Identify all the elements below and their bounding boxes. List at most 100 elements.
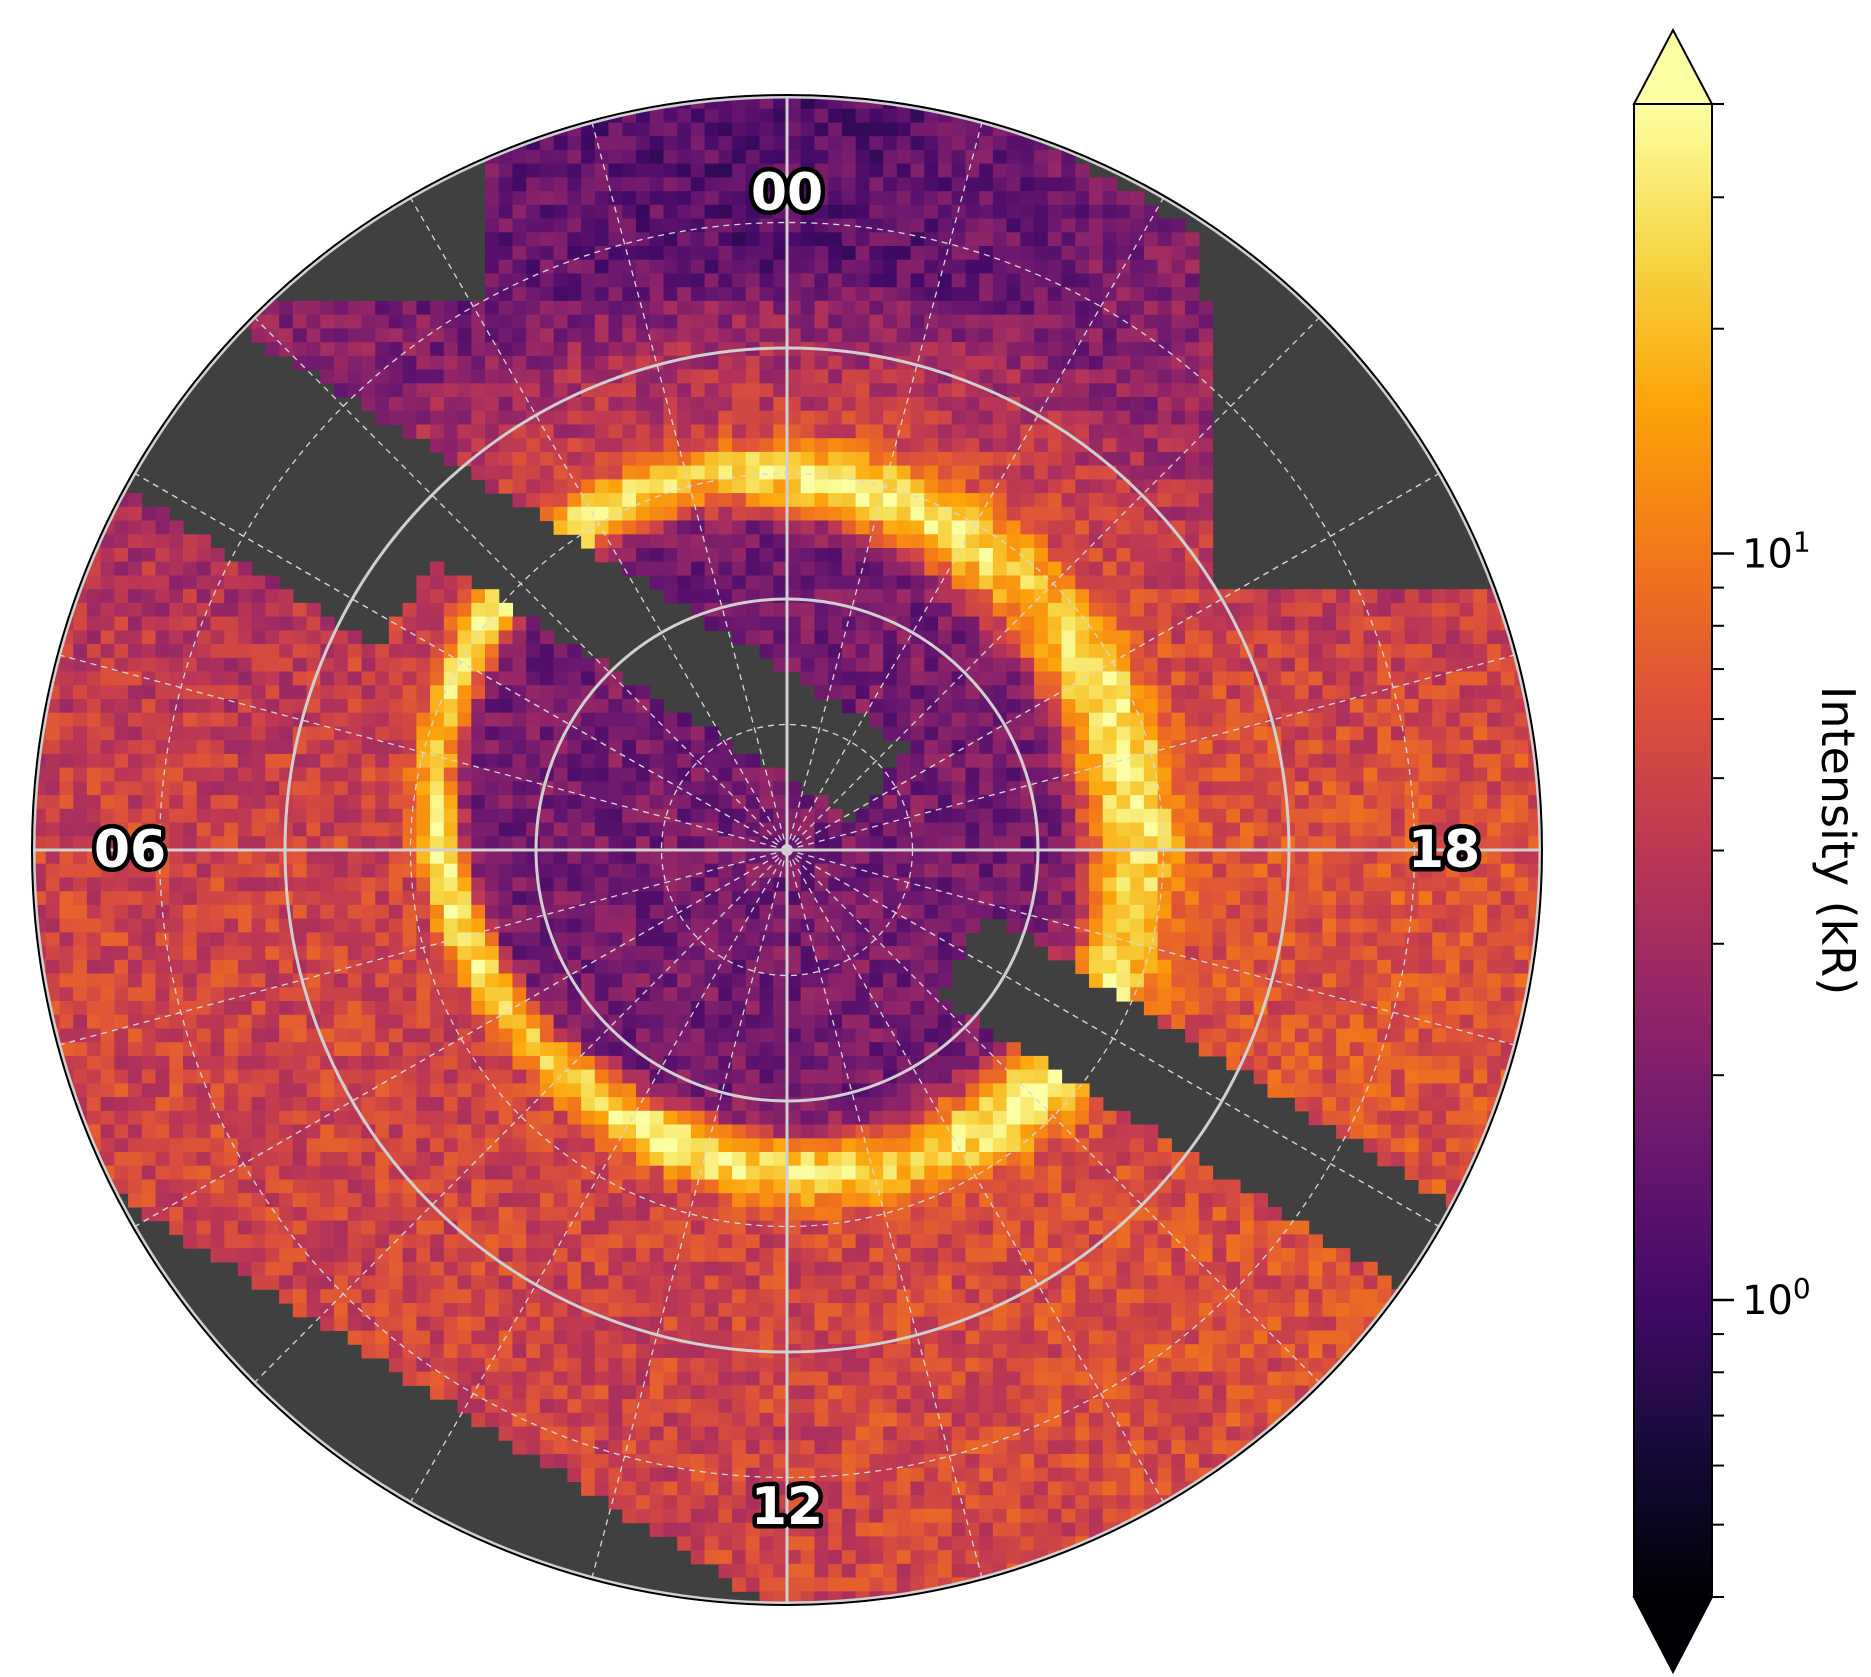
heat-cell <box>663 314 678 329</box>
heat-cell <box>457 685 472 700</box>
heat-cell <box>1198 918 1214 933</box>
heat-cell <box>1308 712 1323 727</box>
heat-cell <box>1281 740 1296 755</box>
heat-cell <box>690 850 706 865</box>
heat-cell <box>883 561 898 576</box>
heat-cell <box>485 191 500 206</box>
heat-cell <box>1034 177 1049 192</box>
heat-cell <box>334 1001 349 1016</box>
heat-cell <box>814 108 829 123</box>
heat-cell <box>965 246 980 261</box>
heat-cell <box>32 850 47 865</box>
heat-cell <box>690 465 706 480</box>
heat-cell <box>896 767 912 782</box>
heat-cell <box>594 808 610 824</box>
heat-cell <box>471 767 486 782</box>
heat-cell <box>759 932 774 947</box>
heat-cell <box>1171 767 1186 782</box>
heat-cell <box>1418 808 1433 824</box>
heat-cell <box>59 767 74 782</box>
heat-cell <box>73 630 88 645</box>
heat-cell <box>1143 438 1159 453</box>
heat-cell <box>1034 191 1049 206</box>
heat-cell <box>622 959 637 975</box>
heat-cell <box>539 822 555 837</box>
heat-cell <box>883 836 898 851</box>
heat-cell <box>594 451 610 467</box>
heat-cell <box>1130 287 1145 302</box>
heat-cell <box>485 753 500 769</box>
heat-cell <box>814 932 829 947</box>
heat-cell <box>1171 465 1186 480</box>
heat-cell <box>938 699 953 714</box>
heat-cell <box>526 644 541 659</box>
heat-cell <box>759 630 774 645</box>
heat-cell <box>1308 959 1323 975</box>
heat-cell <box>732 932 747 947</box>
heat-cell <box>814 163 829 178</box>
heat-cell <box>951 781 966 796</box>
heat-cell <box>457 644 472 659</box>
heat-cell <box>910 149 925 165</box>
heat-cell <box>1143 602 1159 618</box>
heat-cell <box>1130 355 1145 371</box>
heat-cell <box>1377 918 1392 933</box>
heat-cell <box>1157 767 1172 782</box>
heat-cell <box>1514 808 1529 824</box>
heat-cell <box>361 753 376 769</box>
heat-cell <box>773 136 788 151</box>
heat-cell <box>841 149 857 165</box>
heat-cell <box>1253 959 1268 975</box>
heat-cell <box>1185 287 1200 302</box>
heat-cell <box>938 767 953 782</box>
heat-cell <box>1047 946 1063 961</box>
heat-cell <box>1089 397 1104 412</box>
heat-cell <box>1253 863 1268 878</box>
heat-cell <box>800 973 815 988</box>
heat-cell <box>1102 602 1117 618</box>
heat-cell <box>224 987 239 1002</box>
heat-cell <box>347 822 362 837</box>
heat-cell <box>869 520 884 535</box>
heat-cell <box>1089 946 1104 961</box>
heat-cell <box>1102 548 1117 563</box>
heat-cell <box>1157 534 1172 549</box>
heat-cell <box>1377 932 1392 947</box>
heat-cell <box>334 369 349 384</box>
heat-cell <box>1034 904 1049 920</box>
heat-cell <box>677 918 692 933</box>
heat-cell <box>622 149 637 165</box>
heat-cell <box>1047 753 1063 769</box>
heat-cell <box>773 863 788 878</box>
heat-cell <box>114 561 129 576</box>
heat-cell <box>388 904 404 920</box>
heat-cell <box>526 342 541 357</box>
heat-cell <box>45 767 60 782</box>
heat-cell <box>100 616 115 631</box>
heat-cell <box>388 383 404 398</box>
heat-cell <box>1130 465 1145 480</box>
heat-cell <box>361 946 376 961</box>
heat-cell <box>677 726 692 741</box>
heat-cell <box>1391 644 1406 659</box>
heat-cell <box>841 918 857 933</box>
heat-cell <box>896 122 912 137</box>
heat-cell <box>457 328 472 343</box>
heat-cell <box>1130 575 1145 590</box>
heat-cell <box>1185 904 1200 920</box>
heat-cell <box>1459 602 1474 618</box>
heat-cell <box>512 644 527 659</box>
heat-cell <box>732 973 747 988</box>
heat-cell <box>992 740 1008 755</box>
heat-cell <box>1075 424 1090 439</box>
heat-cell <box>539 699 555 714</box>
heat-cell <box>1198 520 1214 535</box>
heat-cell <box>1336 781 1351 796</box>
heat-cell <box>1143 685 1159 700</box>
heat-cell <box>100 685 115 700</box>
heat-cell <box>402 959 417 975</box>
heat-cell <box>1116 561 1131 576</box>
heat-cell <box>745 602 761 618</box>
heat-cell <box>1500 932 1516 947</box>
heat-cell <box>745 753 761 769</box>
